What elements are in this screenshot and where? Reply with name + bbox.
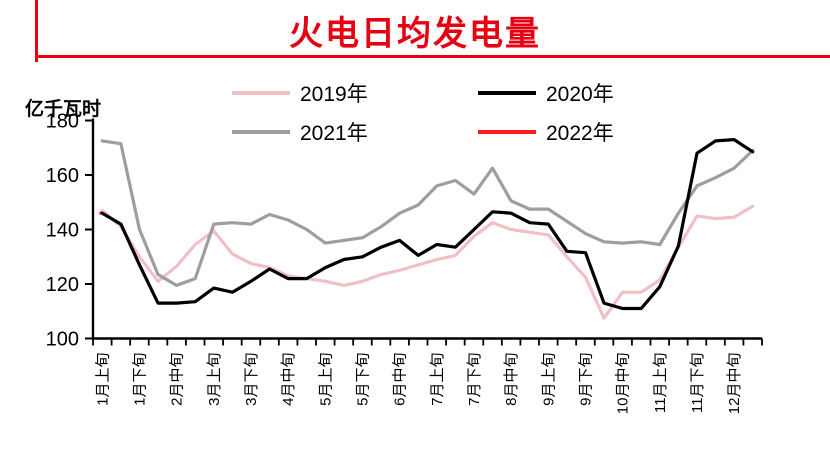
legend-item-2022: 2022年 bbox=[478, 117, 614, 147]
legend-line-2021 bbox=[232, 130, 290, 134]
x-tick-label: 3月下旬 bbox=[243, 353, 260, 406]
title-underline bbox=[38, 55, 830, 58]
x-tick-label: 3月上旬 bbox=[206, 353, 223, 406]
x-tick-label: 8月中旬 bbox=[503, 353, 520, 406]
legend-item-2020: 2020年 bbox=[478, 78, 614, 108]
x-tick-label: 7月下旬 bbox=[466, 353, 483, 406]
x-tick-label: 5月下旬 bbox=[354, 353, 371, 406]
series-line-2020年 bbox=[100, 138, 755, 311]
legend-item-2021: 2021年 bbox=[232, 117, 368, 147]
x-tick-label: 5月上旬 bbox=[317, 353, 334, 406]
x-tick-label: 11月上旬 bbox=[652, 353, 669, 414]
y-tick-label: 100 bbox=[46, 329, 79, 351]
x-tick-label: 6月中旬 bbox=[392, 353, 409, 406]
x-tick-label: 7月上旬 bbox=[429, 353, 446, 406]
left-accent-bar bbox=[35, 0, 38, 62]
legend-item-2019: 2019年 bbox=[232, 78, 368, 108]
x-tick-label: 1月下旬 bbox=[131, 353, 148, 406]
y-tick-label: 180 bbox=[46, 111, 79, 133]
legend-line-2020 bbox=[478, 91, 536, 95]
x-tick-label: 2月中旬 bbox=[169, 353, 186, 406]
x-tick-label: 11月下旬 bbox=[689, 353, 706, 414]
legend-line-2019 bbox=[232, 91, 290, 95]
legend-label-2021: 2021年 bbox=[300, 122, 368, 145]
x-tick-label: 10月中旬 bbox=[615, 353, 632, 415]
page-title: 火电日均发电量 bbox=[289, 15, 541, 53]
legend-label-2020: 2020年 bbox=[546, 83, 614, 106]
x-tick-label: 1月上旬 bbox=[94, 353, 111, 406]
x-tick-label: 12月中旬 bbox=[726, 353, 743, 415]
x-tick-label: 9月下旬 bbox=[577, 353, 594, 406]
legend-line-2022 bbox=[478, 130, 536, 134]
y-tick-label: 160 bbox=[46, 165, 79, 187]
y-tick-label: 140 bbox=[46, 220, 79, 242]
x-tick-label: 9月上旬 bbox=[540, 353, 557, 406]
legend-label-2022: 2022年 bbox=[546, 122, 614, 145]
y-axis-unit-label: 亿千瓦时 bbox=[25, 99, 102, 120]
x-tick-label: 4月中旬 bbox=[280, 353, 297, 406]
y-tick-label: 120 bbox=[46, 274, 79, 296]
series-line-2021年 bbox=[100, 139, 755, 287]
legend-label-2019: 2019年 bbox=[300, 83, 368, 106]
